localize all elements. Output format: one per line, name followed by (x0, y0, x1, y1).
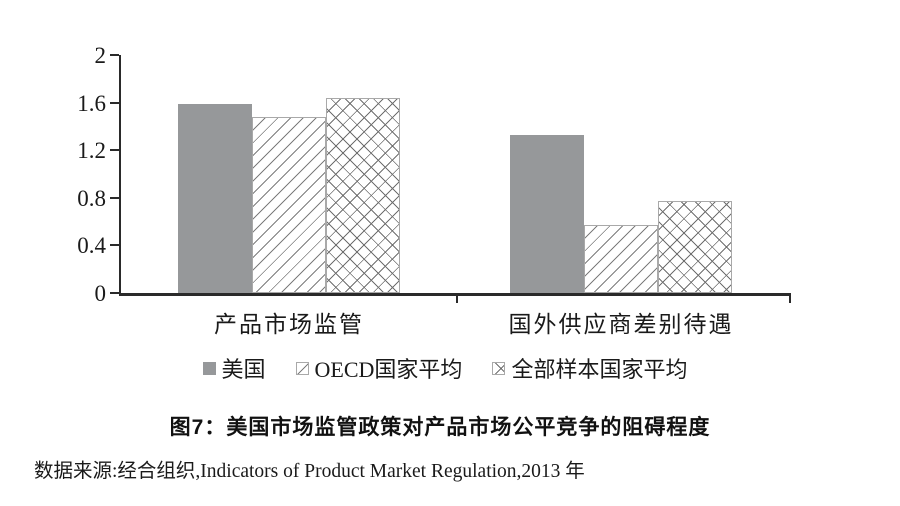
legend-item: 全部样本国家平均 (492, 352, 687, 384)
y-axis (119, 55, 121, 295)
legend-marker-diagonal-icon (295, 361, 309, 375)
y-axis-tick-label: 2 (94, 43, 107, 68)
legend-item: 美国 (202, 352, 266, 384)
data-source-note: 数据来源:经合组织,Indicators of Product Market R… (34, 461, 585, 482)
y-axis-tick-label: 1.6 (77, 90, 106, 116)
bar-solid-cat1 (178, 103, 252, 293)
legend-label: OECD国家平均 (314, 357, 463, 382)
y-axis-tick-label: 0 (94, 281, 107, 306)
legend-marker-solid-icon (202, 361, 216, 375)
y-axis-tick (110, 292, 119, 294)
x-axis-tick (789, 295, 791, 303)
y-axis-tick-label: 0.4 (77, 233, 106, 259)
x-category-label: 产品市场监管 (214, 312, 364, 337)
bar-crosshatch-cat1 (326, 97, 400, 293)
y-axis-tick (110, 196, 119, 199)
y-axis-tick (110, 149, 119, 152)
legend-item: OECD国家平均 (295, 352, 463, 384)
y-axis-tick (110, 54, 119, 56)
bar-solid-cat2 (510, 134, 584, 293)
y-axis-tick-label: 0.8 (77, 185, 106, 211)
bar-diagonal-cat2 (584, 225, 658, 293)
legend-marker-crosshatch-icon (492, 361, 506, 375)
chart-legend: 美国 OECD国家平均 全部样本国家平均 (0, 352, 890, 384)
x-axis-tick (456, 295, 458, 303)
x-axis (119, 293, 791, 296)
bar-diagonal-cat1 (252, 116, 326, 293)
bar-chart-plot-area: 0 0.4 0.8 1.2 1.6 2 产品市场监管 国外供应商差别待遇 (77, 43, 791, 337)
legend-label: 美国 (221, 357, 266, 382)
figure-caption-title: 图7：美国市场监管政策对产品市场公平竞争的阻碍程度 (169, 416, 711, 439)
y-axis-tick-label: 1.2 (77, 138, 106, 164)
y-axis-tick (110, 101, 119, 104)
y-axis-tick (110, 244, 119, 247)
x-category-label: 国外供应商差别待遇 (508, 312, 734, 337)
bar-crosshatch-cat2 (658, 201, 732, 293)
legend-label: 全部样本国家平均 (511, 357, 688, 382)
